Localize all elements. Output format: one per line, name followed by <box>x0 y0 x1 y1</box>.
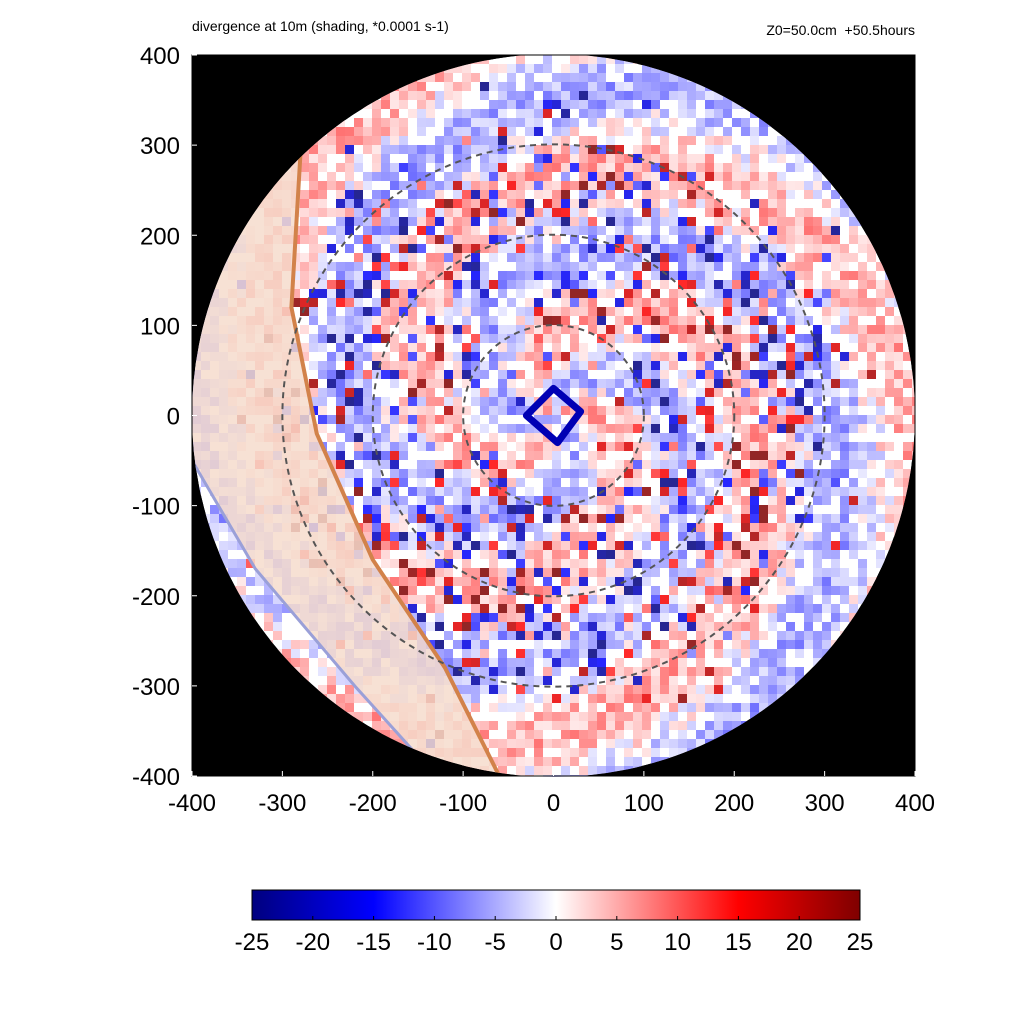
colorbar-tick-label: -10 <box>417 929 452 956</box>
colorbar-tick-label: -20 <box>295 929 330 956</box>
axes: -400 -300 -200 -100 0 100 200 300 400 -400 -300 -20… <box>132 43 935 817</box>
colorbar-tick-label: 20 <box>786 929 813 956</box>
chart-title: divergence at 10m (shading, *0.0001 s-1) <box>192 18 449 34</box>
run-info-label: Z0=50.0cm +50.5hours <box>766 22 915 38</box>
colorbar-tick-label: -5 <box>485 929 506 956</box>
reference-circle-300 <box>281 143 826 688</box>
colorbar-tick-label: 15 <box>725 929 752 956</box>
y-tick-label: 300 <box>140 133 180 160</box>
y-tick-label: -300 <box>132 674 180 701</box>
coast-boundary <box>192 459 438 777</box>
y-tick-label: 400 <box>140 43 180 70</box>
coastline <box>289 154 502 777</box>
divergence-field <box>192 54 915 777</box>
x-tick-label: -100 <box>439 790 487 817</box>
x-tick-label: -300 <box>258 790 306 817</box>
y-tick-label: -100 <box>132 494 180 521</box>
colorbar-tick-label: 10 <box>664 929 691 956</box>
colorbar: -25 -20 -15 -10 -5 0 5 10 15 20 25 <box>235 889 874 956</box>
y-tick-label: 200 <box>140 223 180 250</box>
reference-circle-100 <box>462 324 645 507</box>
y-tick-label: 0 <box>167 404 180 431</box>
reference-circles <box>281 143 826 688</box>
x-tick-label: 300 <box>805 790 845 817</box>
y-tick-label: -200 <box>132 584 180 611</box>
y-tick-label: -400 <box>132 764 180 791</box>
land-region <box>192 145 500 776</box>
colorbar-tick-label: -25 <box>235 929 270 956</box>
colorbar-tick-label: 5 <box>610 929 623 956</box>
x-tick-label: 200 <box>714 790 754 817</box>
x-tick-label: 0 <box>547 790 560 817</box>
x-tick-label: -200 <box>349 790 397 817</box>
colorbar-bar <box>251 889 861 921</box>
colorbar-tick-label: 25 <box>847 929 874 956</box>
x-tick-label: 100 <box>624 790 664 817</box>
colorbar-tick-label: -15 <box>356 929 391 956</box>
colorbar-tick-label: 0 <box>549 929 562 956</box>
y-tick-label: 100 <box>140 313 180 340</box>
x-tick-label: -400 <box>168 790 216 817</box>
reference-circle-200 <box>371 233 736 598</box>
eyewall-ring <box>522 384 585 447</box>
x-tick-label: 400 <box>895 790 935 817</box>
